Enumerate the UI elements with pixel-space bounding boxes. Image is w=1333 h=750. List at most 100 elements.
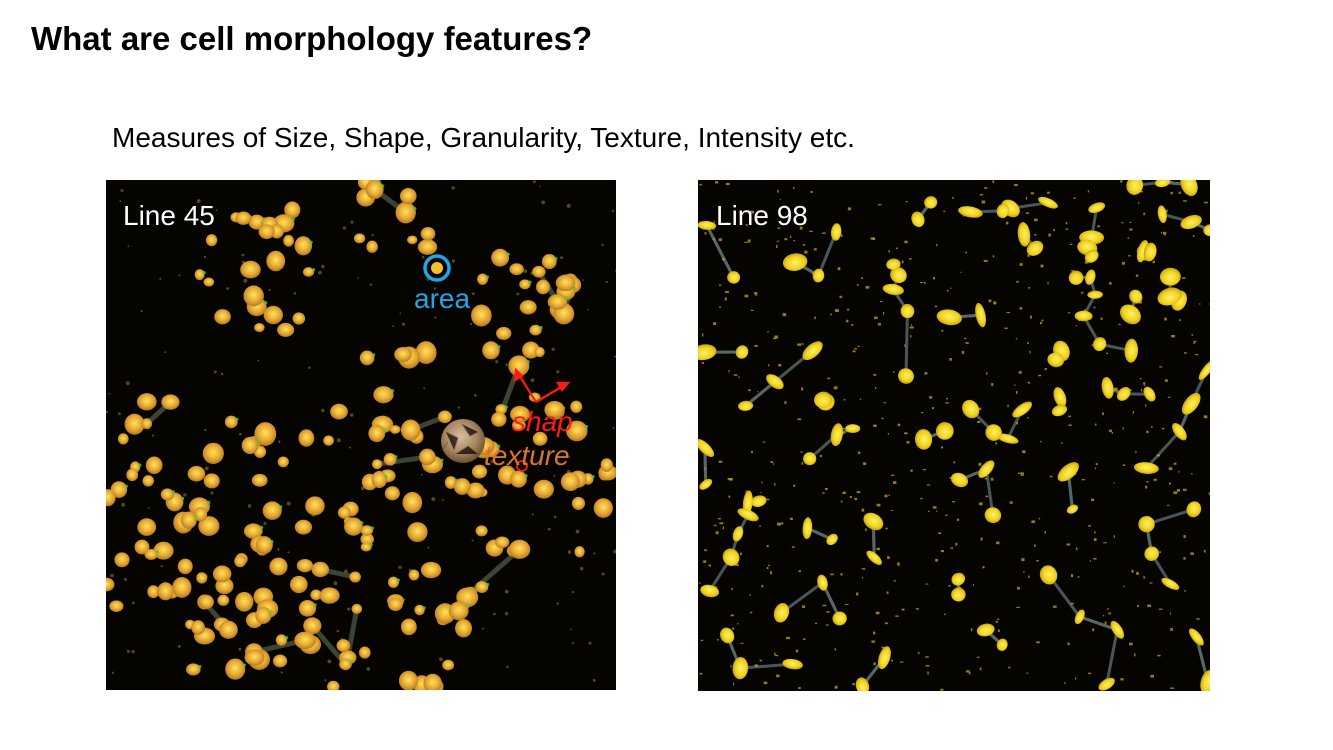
debris-speck	[834, 648, 837, 651]
cell-nucleus	[337, 506, 351, 519]
cell-body	[878, 646, 891, 670]
debris-speck	[804, 250, 808, 254]
debris-speck	[750, 611, 753, 614]
panel-label-line-45: Line 45	[123, 200, 215, 231]
cell-body	[1134, 462, 1159, 474]
debris-speck	[257, 359, 260, 362]
cell-nucleus	[145, 456, 163, 475]
debris-speck	[1020, 472, 1025, 475]
cell-body	[1138, 515, 1155, 533]
debris-speck	[950, 287, 952, 289]
debris-speck	[761, 481, 763, 484]
debris-speck	[986, 372, 988, 375]
debris-speck	[1069, 243, 1073, 245]
debris-speck	[123, 578, 127, 581]
debris-speck	[888, 494, 890, 497]
debris-speck	[885, 527, 888, 530]
debris-speck	[277, 548, 280, 551]
debris-speck	[1143, 382, 1146, 385]
debris-speck	[572, 642, 575, 645]
debris-speck	[1184, 352, 1187, 354]
debris-speck	[1008, 666, 1011, 669]
cell-nucleus	[106, 577, 115, 592]
cell-granule	[466, 605, 470, 609]
cell-nucleus	[344, 517, 363, 536]
debris-speck	[842, 491, 846, 495]
cell-granule	[384, 474, 388, 478]
cell-nucleus	[305, 496, 325, 516]
debris-speck	[1088, 525, 1091, 527]
debris-speck	[215, 209, 218, 212]
debris-speck	[1033, 218, 1038, 222]
debris-speck	[909, 326, 914, 329]
debris-speck	[348, 446, 352, 449]
debris-speck	[1173, 491, 1178, 495]
debris-speck	[886, 591, 889, 594]
cell-granule	[260, 525, 264, 529]
cell-body	[1143, 386, 1156, 402]
cell-nucleus	[251, 473, 268, 487]
debris-speck	[1163, 233, 1167, 236]
cytoplasm-strand	[1078, 615, 1119, 632]
debris-speck	[1161, 231, 1163, 234]
cell-nucleus	[407, 235, 418, 245]
cell-granule	[370, 526, 375, 530]
debris-speck	[1044, 368, 1047, 371]
debris-speck	[844, 603, 849, 605]
cell-nucleus	[336, 639, 351, 653]
cell-nucleus	[466, 482, 485, 499]
debris-speck	[840, 573, 843, 576]
debris-speck	[1166, 504, 1170, 506]
debris-speck	[1018, 472, 1020, 475]
debris-speck	[725, 290, 729, 293]
debris-speck	[1030, 315, 1032, 319]
debris-speck	[361, 486, 365, 491]
debris-speck	[888, 250, 890, 253]
debris-speck	[357, 277, 360, 279]
cell-nucleus	[187, 465, 206, 482]
debris-speck	[1034, 234, 1037, 236]
cell-body	[803, 452, 817, 466]
debris-speck	[1106, 352, 1108, 354]
debris-speck	[1129, 228, 1133, 231]
debris-speck	[871, 640, 875, 643]
debris-speck	[1118, 323, 1121, 326]
debris-speck	[718, 238, 722, 242]
cell-granule	[390, 389, 395, 393]
cell-nucleus	[225, 658, 246, 680]
debris-speck	[956, 518, 960, 521]
debris-speck	[932, 277, 936, 280]
cell-granule	[394, 455, 398, 459]
debris-speck	[1064, 682, 1066, 684]
debris-speck	[366, 667, 371, 671]
debris-speck	[945, 402, 949, 404]
debris-speck	[988, 299, 992, 303]
debris-speck	[1016, 391, 1018, 394]
debris-speck	[932, 506, 937, 509]
micrograph-line-98: Line 98	[698, 180, 1210, 691]
cell-body	[1101, 377, 1114, 399]
cell-nucleus	[417, 239, 438, 255]
cell-body	[882, 283, 904, 296]
debris-speck	[700, 639, 704, 641]
debris-speck	[925, 583, 929, 585]
cell-nucleus	[284, 201, 301, 219]
debris-speck	[321, 264, 325, 269]
cell-nucleus	[394, 347, 412, 362]
debris-speck	[733, 374, 738, 376]
cell-body	[1085, 269, 1096, 285]
debris-speck	[822, 604, 827, 607]
debris-speck	[1102, 412, 1104, 416]
debris-speck	[371, 234, 374, 237]
debris-speck	[997, 629, 1000, 633]
cell-nucleus	[407, 522, 428, 542]
debris-speck	[727, 478, 732, 481]
cell-nucleus	[593, 498, 613, 518]
debris-speck	[826, 611, 830, 613]
debris-speck	[996, 618, 1000, 620]
debris-speck	[1075, 547, 1078, 550]
debris-speck	[575, 529, 580, 534]
debris-speck	[1168, 467, 1173, 471]
cell-granule	[396, 578, 400, 582]
cell-nucleus	[408, 569, 420, 581]
